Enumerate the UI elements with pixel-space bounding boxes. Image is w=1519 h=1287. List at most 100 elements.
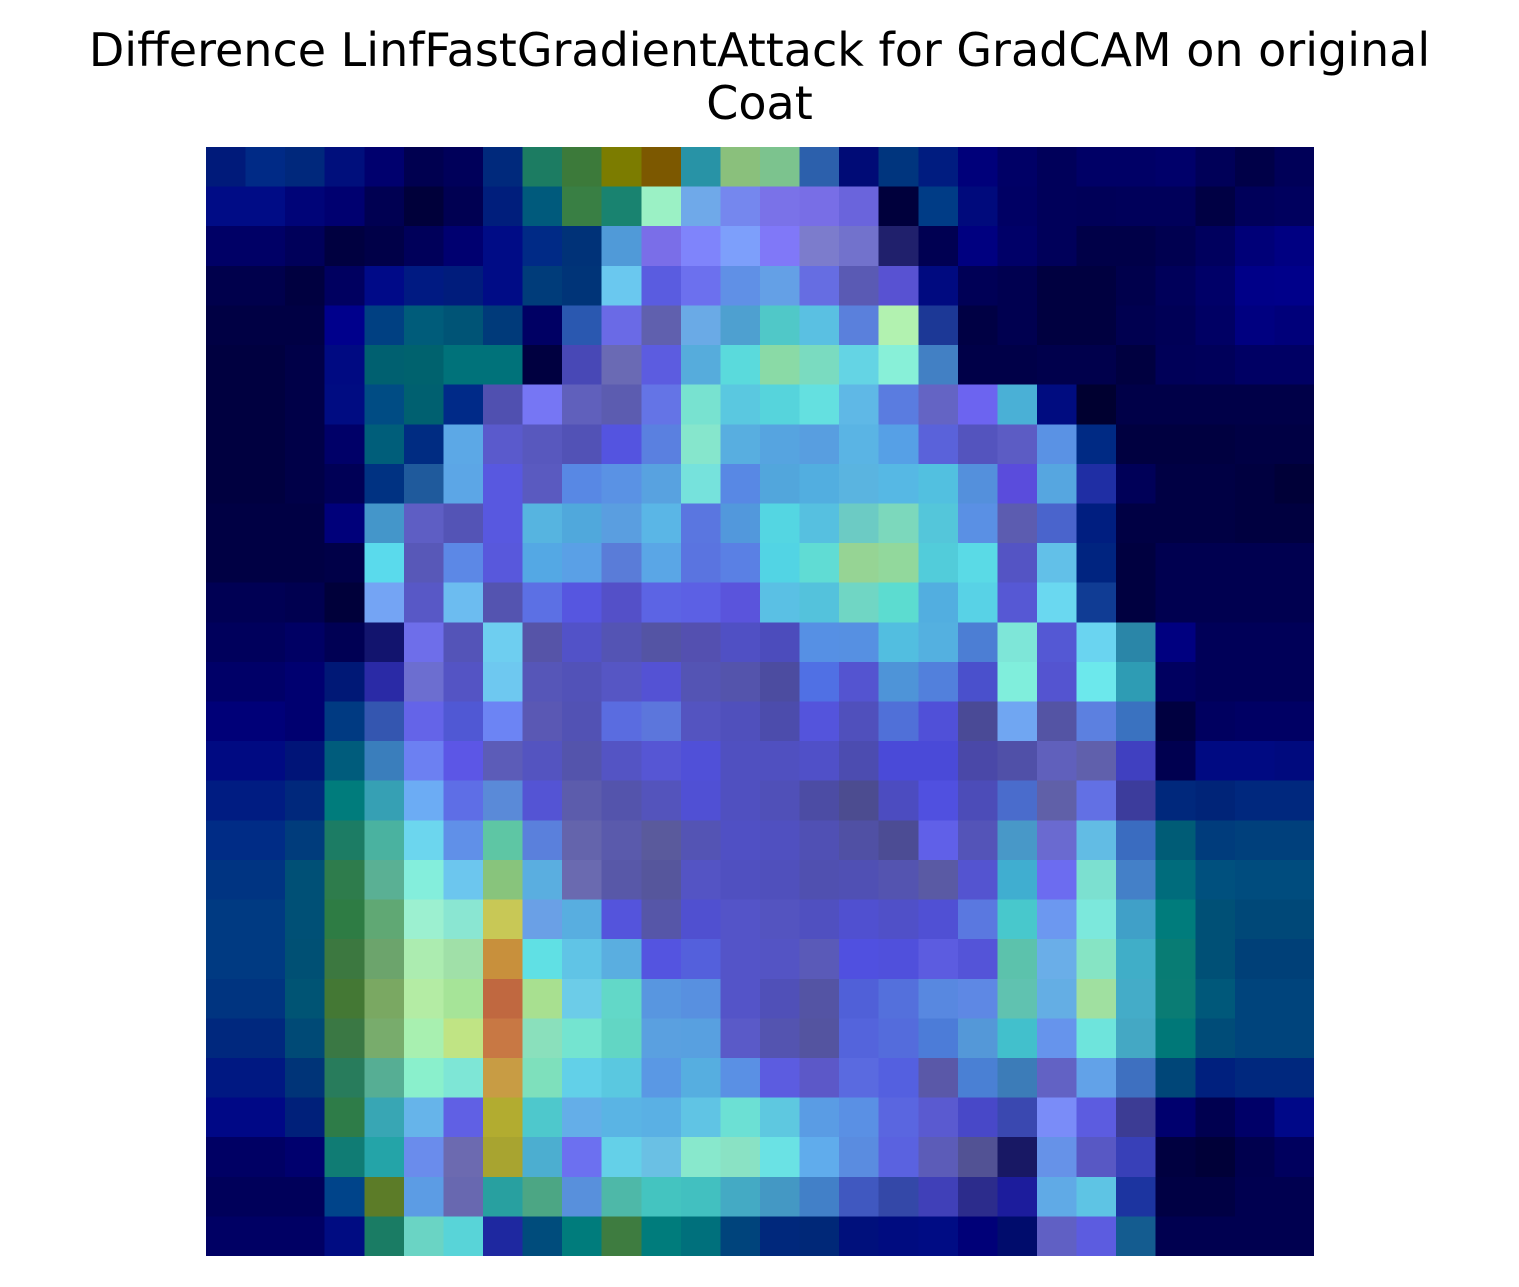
heatmap-cell <box>601 1018 642 1059</box>
heatmap-cell <box>1155 543 1196 584</box>
heatmap-cell <box>1274 384 1314 425</box>
heatmap-cell <box>483 1137 524 1178</box>
heatmap-cell <box>1155 1176 1196 1217</box>
heatmap-cell <box>1155 859 1196 901</box>
heatmap-cell <box>918 661 959 703</box>
heatmap-cell <box>1195 820 1236 861</box>
heatmap-cell <box>324 1057 365 1099</box>
heatmap-cell <box>324 503 365 544</box>
heatmap-cell <box>1037 543 1078 584</box>
heatmap-cell <box>878 543 919 584</box>
heatmap-cell <box>1274 424 1314 465</box>
heatmap-cell <box>324 384 365 425</box>
heatmap-cell <box>1076 1176 1117 1217</box>
heatmap-cell <box>641 186 682 227</box>
heatmap-cell <box>799 186 840 227</box>
heatmap-cell <box>878 978 919 1019</box>
heatmap-cell <box>1155 345 1196 386</box>
heatmap-cell <box>522 1216 563 1256</box>
heatmap-cell <box>799 1176 840 1217</box>
heatmap-cell <box>285 1057 326 1099</box>
heatmap-cell <box>839 820 880 861</box>
heatmap-cell <box>1234 899 1276 940</box>
heatmap-cell <box>443 424 484 465</box>
heatmap-cell <box>680 1176 722 1217</box>
heatmap-cell <box>918 780 959 821</box>
heatmap-cell <box>285 1097 326 1138</box>
heatmap-cell <box>1116 305 1157 346</box>
heatmap-cell <box>522 820 563 861</box>
heatmap-cell <box>483 503 524 544</box>
heatmap-cell <box>1195 463 1236 505</box>
heatmap-cell <box>1274 1097 1314 1138</box>
heatmap-cell <box>601 859 642 901</box>
heatmap-cell <box>918 503 959 544</box>
heatmap-cell <box>285 820 326 861</box>
heatmap-cell <box>562 503 603 544</box>
heatmap-cell <box>245 503 286 544</box>
heatmap-cell <box>1037 701 1078 742</box>
heatmap-cell <box>997 265 1038 307</box>
heatmap-cell <box>206 384 247 425</box>
heatmap-cell <box>522 899 563 940</box>
heatmap-cell <box>760 424 801 465</box>
heatmap-cell <box>206 345 247 386</box>
heatmap-cell <box>1234 265 1276 307</box>
heatmap-cell <box>1274 1137 1314 1178</box>
heatmap-cell <box>443 186 484 227</box>
heatmap-cell <box>680 582 722 623</box>
heatmap-cell <box>760 939 801 980</box>
heatmap-cell <box>1076 701 1117 742</box>
heatmap-cell <box>324 305 365 346</box>
heatmap-cell <box>1274 939 1314 980</box>
heatmap-cell <box>720 899 761 940</box>
heatmap-cell <box>720 859 761 901</box>
heatmap-cell <box>1195 305 1236 346</box>
heatmap-cell <box>680 1216 722 1256</box>
heatmap-cell <box>601 424 642 465</box>
heatmap-cell <box>403 226 445 267</box>
heatmap-cell <box>878 1097 919 1138</box>
heatmap-cell <box>245 741 286 782</box>
heatmap-cell <box>324 1097 365 1138</box>
heatmap-cell <box>285 859 326 901</box>
heatmap-cell <box>839 978 880 1019</box>
heatmap-cell <box>1234 661 1276 703</box>
heatmap-cell <box>403 384 445 425</box>
heatmap-cell <box>206 424 247 465</box>
heatmap-cell <box>1195 859 1236 901</box>
heatmap-cell <box>641 939 682 980</box>
heatmap-cell <box>1116 1176 1157 1217</box>
heatmap-cell <box>1116 1216 1157 1256</box>
heatmap-cell <box>1116 186 1157 227</box>
heatmap-cell <box>1037 1137 1078 1178</box>
heatmap-cell <box>443 543 484 584</box>
heatmap-cell <box>324 265 365 307</box>
heatmap-cell <box>562 1097 603 1138</box>
heatmap-cell <box>760 463 801 505</box>
heatmap-cell <box>1076 1137 1117 1178</box>
heatmap-cell <box>601 1176 642 1217</box>
heatmap-cell <box>918 186 959 227</box>
heatmap-cell <box>957 780 999 821</box>
heatmap-cell <box>799 305 840 346</box>
heatmap-cell <box>1195 345 1236 386</box>
heatmap-cell <box>878 741 919 782</box>
heatmap-cell <box>364 1216 405 1256</box>
heatmap-cell <box>1274 622 1314 663</box>
heatmap-cell <box>562 463 603 505</box>
heatmap-cell <box>364 622 405 663</box>
heatmap-cell <box>997 345 1038 386</box>
heatmap-cell <box>839 1057 880 1099</box>
heatmap-cell <box>285 384 326 425</box>
heatmap-cell <box>245 622 286 663</box>
heatmap-cell <box>1234 1097 1276 1138</box>
heatmap-cell <box>285 265 326 307</box>
heatmap-cell <box>918 384 959 425</box>
heatmap-cell <box>483 305 524 346</box>
heatmap-cell <box>1037 305 1078 346</box>
heatmap-cell <box>1037 780 1078 821</box>
heatmap-cell <box>760 978 801 1019</box>
heatmap-cell <box>285 463 326 505</box>
heatmap-cell <box>364 582 405 623</box>
